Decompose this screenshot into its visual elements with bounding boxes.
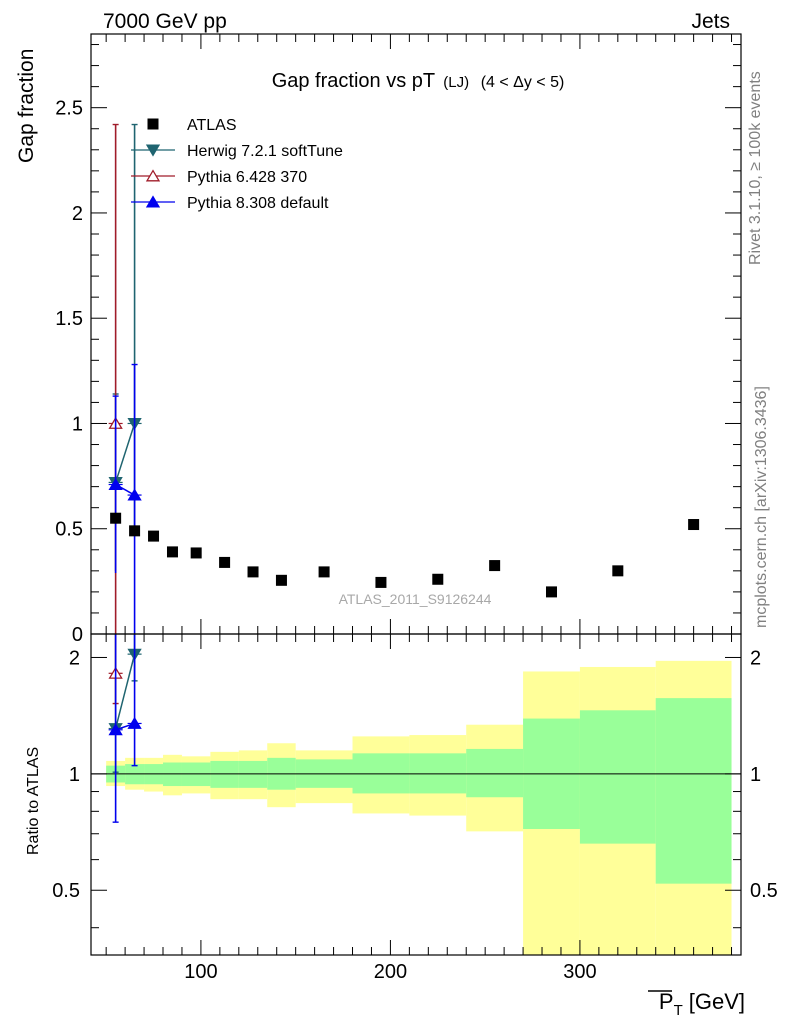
atlas-point-1 (129, 525, 141, 537)
atlas-point-6 (247, 566, 259, 578)
analysis-tag: ATLAS_2011_S9126244 (339, 591, 492, 607)
atlas-point-8 (318, 566, 330, 578)
ratio-tick-label-left-0: 0.5 (52, 880, 80, 902)
atlas-point-0 (110, 512, 122, 524)
legend-label-3: Pythia 8.308 default (187, 195, 329, 212)
ratio-bands (106, 660, 732, 955)
atlas-point-7 (275, 574, 287, 586)
mc-2-marker-0 (108, 477, 123, 490)
ratio-tick-label-right-2: 2 (750, 647, 761, 669)
x-axis-label: PT [GeV] (659, 989, 745, 1019)
y-tick-label-1: 0.5 (55, 519, 83, 541)
ratio-band-green-5 (210, 760, 239, 788)
atlas-point-3 (166, 546, 178, 558)
ratio-tick-label-left-2: 2 (69, 647, 80, 669)
ratio-y-axis-label: Ratio to ATLAS (25, 747, 42, 855)
y-tick-label-4: 2 (72, 203, 83, 225)
atlas-point-12 (545, 586, 557, 598)
legend-label-0: ATLAS (187, 117, 237, 134)
atlas-point-13 (612, 565, 624, 577)
axis-tick-labels: 100 200 300 0 0.5 1 1.5 2 2.5 0.5 0.5 1 1 2 2 (52, 98, 778, 983)
mc-0-line (114, 423, 136, 483)
ratio-band-green-11 (466, 748, 524, 798)
mc-2-marker-1 (127, 488, 142, 501)
x-tick-label-300: 300 (563, 961, 596, 983)
header-right: Jets (691, 10, 730, 33)
legend-marker-2 (145, 169, 161, 182)
y-axis-label: Gap fraction (15, 49, 38, 163)
ratio-series (108, 634, 142, 823)
ratio-frame (90, 633, 742, 956)
legend-marker-1 (145, 144, 161, 157)
main-series (108, 123, 142, 634)
ratio-band-green-13 (579, 710, 656, 844)
y-tick-label-0: 0 (72, 624, 83, 646)
plot-title: Gap fraction vs pT (LJ) (4 < Δy < 5) (272, 70, 565, 92)
rivet-label: Rivet 3.1.10, ≥ 100k events (747, 71, 764, 265)
ratio-band-green-14 (655, 698, 732, 884)
x-tick-label-100: 100 (184, 961, 217, 983)
legend-label-1: Herwig 7.2.1 softTune (187, 143, 343, 160)
atlas-point-2 (148, 530, 160, 542)
x-axis-label-main: P (659, 989, 674, 1014)
atlas-point-11 (489, 560, 501, 572)
header-left: 7000 GeV pp (103, 10, 227, 33)
ratio-tick-label-right-0: 0.5 (750, 880, 778, 902)
ratio-tick-label-left-1: 1 (69, 764, 80, 786)
atlas-point-5 (219, 556, 231, 568)
mcplots-label: mcplots.cern.ch [arXiv:1306.3436] (753, 386, 770, 628)
x-axis-label-unit: [GeV] (689, 989, 745, 1014)
x-tick-label-200: 200 (374, 961, 407, 983)
mc-0-ratio-line (114, 653, 136, 729)
legend-marker-3 (145, 195, 161, 208)
ratio-band-green-6 (238, 760, 268, 788)
axis-ticks (91, 34, 741, 955)
y-tick-label-5: 2.5 (55, 98, 83, 120)
mc-2-ratio-marker-1 (127, 716, 142, 729)
legend: ATLAS Herwig 7.2.1 softTune Pythia 6.428 3… (131, 117, 343, 212)
atlas-data-points (110, 512, 700, 598)
y-tick-label-2: 1 (72, 413, 83, 435)
plot-title-sub: (LJ) (443, 74, 469, 91)
x-axis-label-sub: T (674, 1002, 683, 1019)
atlas-point-14 (688, 519, 700, 531)
legend-label-2: Pythia 6.428 370 (187, 169, 307, 186)
ratio-tick-label-right-1: 1 (750, 764, 761, 786)
atlas-point-9 (375, 576, 387, 588)
mc-2-ratio-marker-0 (108, 723, 123, 736)
legend-marker-0 (147, 118, 159, 130)
atlas-point-4 (190, 547, 202, 559)
atlas-point-10 (432, 573, 444, 585)
plot-title-main: Gap fraction vs pT (272, 70, 435, 92)
y-tick-label-3: 1.5 (55, 308, 83, 330)
plot-title-range: (4 < Δy < 5) (481, 74, 565, 91)
